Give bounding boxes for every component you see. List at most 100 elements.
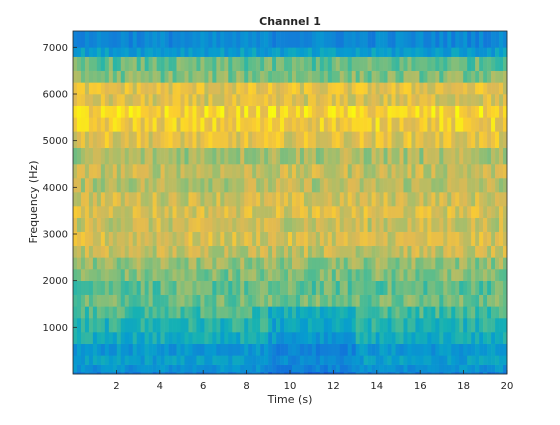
heatmap-cell — [379, 147, 384, 165]
heatmap-cell — [367, 131, 372, 148]
heatmap-cell — [196, 56, 201, 71]
heatmap-cell — [335, 82, 341, 95]
heatmap-cell — [216, 82, 221, 95]
heatmap-cell — [483, 343, 488, 356]
heatmap-cell — [288, 164, 293, 179]
heatmap-cell — [411, 332, 416, 344]
heatmap-cell — [96, 56, 102, 71]
heatmap-cell — [104, 105, 110, 118]
heatmap-cell — [471, 178, 476, 193]
heatmap-cell — [415, 332, 420, 344]
heatmap-cell — [132, 70, 137, 83]
heatmap-cell — [136, 105, 141, 118]
heatmap-cell — [88, 192, 94, 207]
heatmap-cell — [331, 332, 337, 344]
heatmap-cell — [216, 70, 221, 83]
heatmap-cell — [411, 56, 416, 71]
heatmap-cell — [152, 217, 157, 232]
heatmap-cell — [188, 231, 193, 246]
heatmap-cell — [495, 306, 500, 319]
heatmap-cell — [268, 94, 273, 106]
heatmap-cell — [236, 364, 241, 372]
heatmap-cell — [240, 131, 245, 148]
heatmap-cell — [100, 206, 106, 218]
heatmap-cell — [112, 105, 118, 118]
heatmap-cell — [96, 371, 102, 375]
heatmap-cell — [391, 206, 396, 218]
heatmap-cell — [200, 294, 205, 307]
heatmap-cell — [359, 117, 364, 132]
heatmap-cell — [463, 343, 468, 356]
heatmap-cell — [192, 280, 197, 295]
heatmap-cell — [423, 31, 428, 48]
heatmap-cell — [280, 56, 285, 71]
heatmap-cell — [108, 364, 114, 372]
heatmap-cell — [252, 217, 257, 232]
heatmap-cell — [343, 355, 349, 365]
heatmap-cell — [347, 206, 353, 218]
heatmap-cell — [319, 131, 325, 148]
heatmap-cell — [487, 192, 492, 207]
heatmap-cell — [88, 217, 94, 232]
heatmap-cell — [264, 217, 269, 232]
heatmap-cell — [415, 82, 420, 95]
heatmap-cell — [383, 269, 388, 281]
heatmap-cell — [291, 280, 297, 295]
heatmap-cell — [260, 82, 265, 95]
heatmap-cell — [299, 192, 305, 207]
heatmap-cell — [391, 371, 396, 375]
heatmap-cell — [439, 70, 444, 83]
heatmap-cell — [375, 318, 380, 333]
heatmap-cell — [455, 217, 460, 232]
heatmap-cell — [379, 231, 384, 246]
heatmap-cell — [192, 192, 197, 207]
heatmap-cell — [359, 245, 364, 258]
heatmap-cell — [268, 70, 273, 83]
heatmap-cell — [164, 332, 169, 344]
heatmap-cell — [188, 178, 193, 193]
heatmap-cell — [419, 231, 424, 246]
heatmap-cell — [168, 245, 173, 258]
heatmap-cell — [331, 231, 337, 246]
heatmap-cell — [200, 56, 205, 71]
heatmap-cell — [427, 82, 432, 95]
heatmap-cell — [387, 332, 392, 344]
heatmap-cell — [140, 318, 145, 333]
heatmap-cell — [299, 56, 305, 71]
heatmap-cell — [236, 355, 241, 365]
heatmap-cell — [248, 105, 253, 118]
heatmap-cell — [479, 280, 484, 295]
heatmap-cell — [128, 280, 134, 295]
heatmap-cell — [252, 332, 257, 344]
heatmap-cell — [447, 82, 452, 95]
heatmap-cell — [220, 82, 225, 95]
heatmap-cell — [260, 117, 265, 132]
heatmap-cell — [244, 192, 249, 207]
heatmap-cell — [192, 217, 197, 232]
heatmap-cell — [208, 82, 213, 95]
heatmap-cell — [244, 294, 249, 307]
heatmap-cell — [463, 56, 468, 71]
heatmap-cell — [303, 117, 309, 132]
heatmap-cell — [495, 70, 500, 83]
heatmap-cell — [112, 206, 118, 218]
heatmap-cell — [168, 231, 173, 246]
heatmap-cell — [475, 178, 480, 193]
heatmap-cell — [268, 355, 273, 365]
heatmap-cell — [411, 280, 416, 295]
heatmap-cell — [383, 217, 388, 232]
heatmap-cell — [459, 306, 464, 319]
heatmap-cell — [455, 31, 460, 48]
heatmap-cell — [467, 56, 472, 71]
heatmap-cell — [264, 280, 269, 295]
heatmap-cell — [196, 31, 201, 48]
heatmap-cell — [80, 332, 86, 344]
heatmap-cell — [268, 371, 273, 375]
heatmap-cell — [407, 231, 412, 246]
heatmap-cell — [280, 364, 285, 372]
heatmap-cell — [73, 131, 78, 148]
heatmap-cell — [180, 306, 185, 319]
heatmap-cell — [327, 164, 333, 179]
heatmap-cell — [240, 56, 245, 71]
heatmap-cell — [295, 257, 301, 270]
